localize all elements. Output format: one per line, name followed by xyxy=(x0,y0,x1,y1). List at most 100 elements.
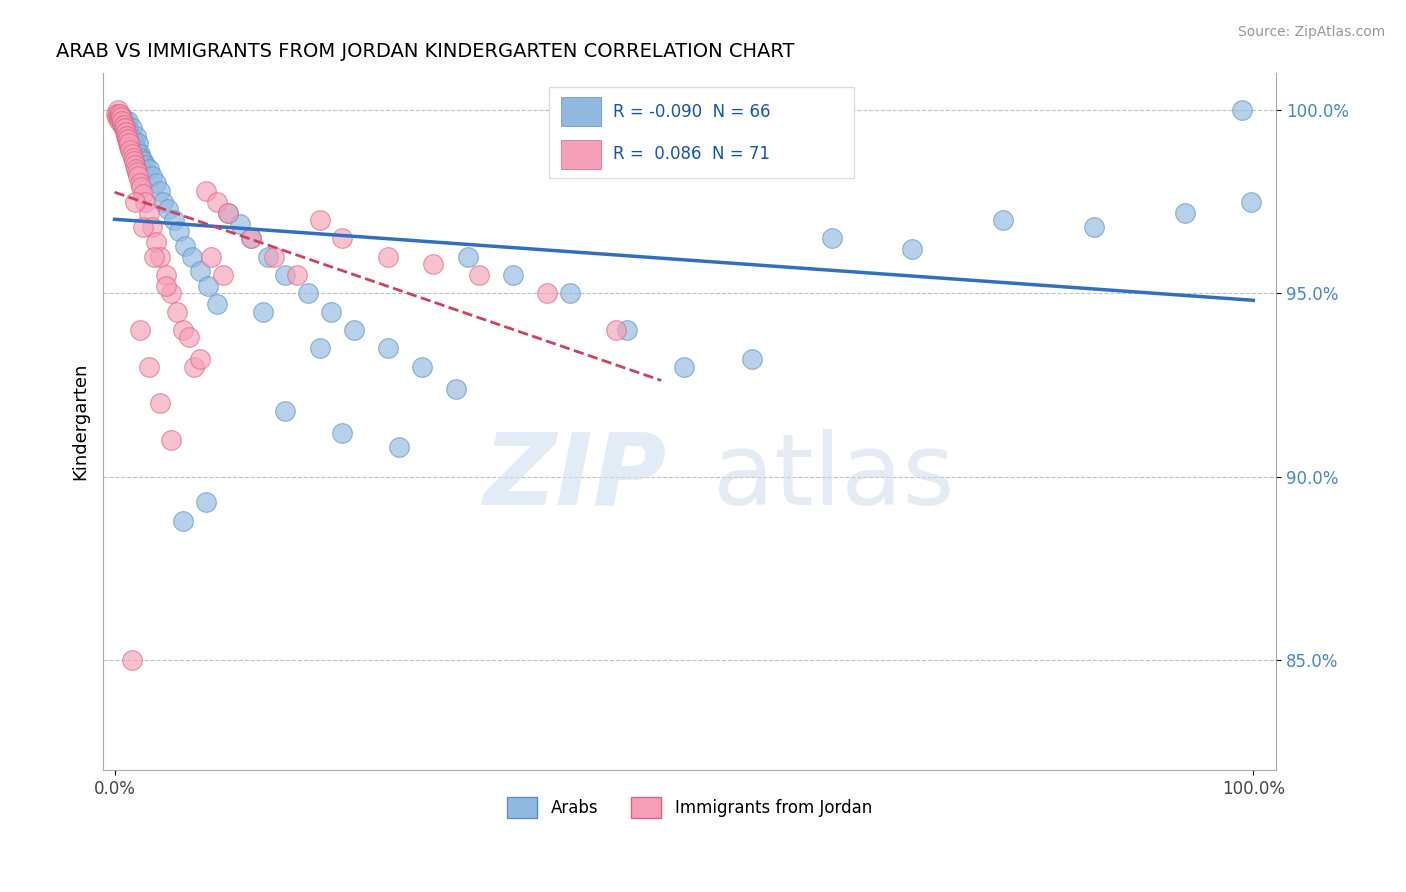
Point xyxy=(134,194,156,209)
Point xyxy=(110,114,132,128)
Point xyxy=(166,304,188,318)
Point xyxy=(319,304,342,318)
Point xyxy=(821,231,844,245)
Point xyxy=(129,151,152,165)
Point xyxy=(127,144,149,158)
Point xyxy=(120,144,142,158)
Point xyxy=(112,118,135,132)
Point xyxy=(188,264,211,278)
Point xyxy=(132,220,155,235)
Point xyxy=(330,231,353,245)
Point xyxy=(115,132,138,146)
Point xyxy=(112,118,135,132)
Point xyxy=(114,114,136,128)
Point xyxy=(163,213,186,227)
Point xyxy=(115,121,138,136)
Point xyxy=(1240,194,1263,209)
Point xyxy=(114,121,136,136)
Point xyxy=(110,114,132,128)
Point xyxy=(205,297,228,311)
Point xyxy=(127,169,149,183)
Point xyxy=(141,169,163,183)
Point xyxy=(194,184,217,198)
Point xyxy=(229,217,252,231)
Point xyxy=(217,205,239,219)
Point xyxy=(411,359,433,374)
Point xyxy=(188,352,211,367)
Point xyxy=(138,205,160,219)
Point xyxy=(115,128,138,143)
Text: ZIP: ZIP xyxy=(484,429,666,526)
Point xyxy=(616,323,638,337)
Point xyxy=(122,136,145,150)
Text: ARAB VS IMMIGRANTS FROM JORDAN KINDERGARTEN CORRELATION CHART: ARAB VS IMMIGRANTS FROM JORDAN KINDERGAR… xyxy=(56,42,794,61)
Point xyxy=(502,268,524,282)
Point xyxy=(129,180,152,194)
Point xyxy=(377,250,399,264)
Point xyxy=(117,132,139,146)
Point xyxy=(149,184,172,198)
Point xyxy=(125,128,148,143)
Point xyxy=(118,125,141,139)
Point xyxy=(149,396,172,410)
Point xyxy=(111,114,134,128)
Point xyxy=(132,154,155,169)
Point xyxy=(444,382,467,396)
Point xyxy=(115,118,138,132)
Point xyxy=(155,268,177,282)
Point xyxy=(240,231,263,245)
Point xyxy=(741,352,763,367)
Point xyxy=(107,107,129,121)
Point xyxy=(205,194,228,209)
Point xyxy=(160,433,183,447)
Text: atlas: atlas xyxy=(713,429,955,526)
Point xyxy=(124,194,146,209)
Point xyxy=(121,151,143,165)
Point xyxy=(152,194,174,209)
Point xyxy=(108,111,131,125)
Legend: Arabs, Immigrants from Jordan: Arabs, Immigrants from Jordan xyxy=(501,790,879,824)
Point xyxy=(155,279,177,293)
Point xyxy=(110,111,132,125)
Point xyxy=(169,224,191,238)
Point xyxy=(104,107,127,121)
Point xyxy=(128,147,150,161)
Point xyxy=(1230,103,1253,117)
Point xyxy=(900,243,922,257)
Point xyxy=(141,220,163,235)
Point xyxy=(108,111,131,125)
Point xyxy=(605,323,627,337)
Point xyxy=(197,279,219,293)
Point xyxy=(127,165,149,179)
Point xyxy=(145,235,167,249)
Point xyxy=(138,359,160,374)
Point xyxy=(308,342,330,356)
Point xyxy=(274,403,297,417)
Point xyxy=(127,136,149,150)
Point xyxy=(211,268,233,282)
Point xyxy=(145,177,167,191)
Point xyxy=(183,359,205,374)
Point xyxy=(132,187,155,202)
Point xyxy=(157,202,180,216)
Point xyxy=(107,107,129,121)
Point xyxy=(117,114,139,128)
Point xyxy=(124,158,146,172)
Point xyxy=(672,359,695,374)
Point xyxy=(257,250,280,264)
Point xyxy=(343,323,366,337)
Point xyxy=(115,128,138,143)
Point xyxy=(536,286,558,301)
Point xyxy=(121,147,143,161)
Point xyxy=(108,111,131,125)
Point xyxy=(112,121,135,136)
Point xyxy=(121,653,143,667)
Point xyxy=(422,257,444,271)
Point xyxy=(174,238,197,252)
Point xyxy=(172,323,194,337)
Y-axis label: Kindergarten: Kindergarten xyxy=(72,363,89,481)
Point xyxy=(120,128,142,143)
Point xyxy=(121,121,143,136)
Point xyxy=(217,205,239,219)
Point xyxy=(308,213,330,227)
